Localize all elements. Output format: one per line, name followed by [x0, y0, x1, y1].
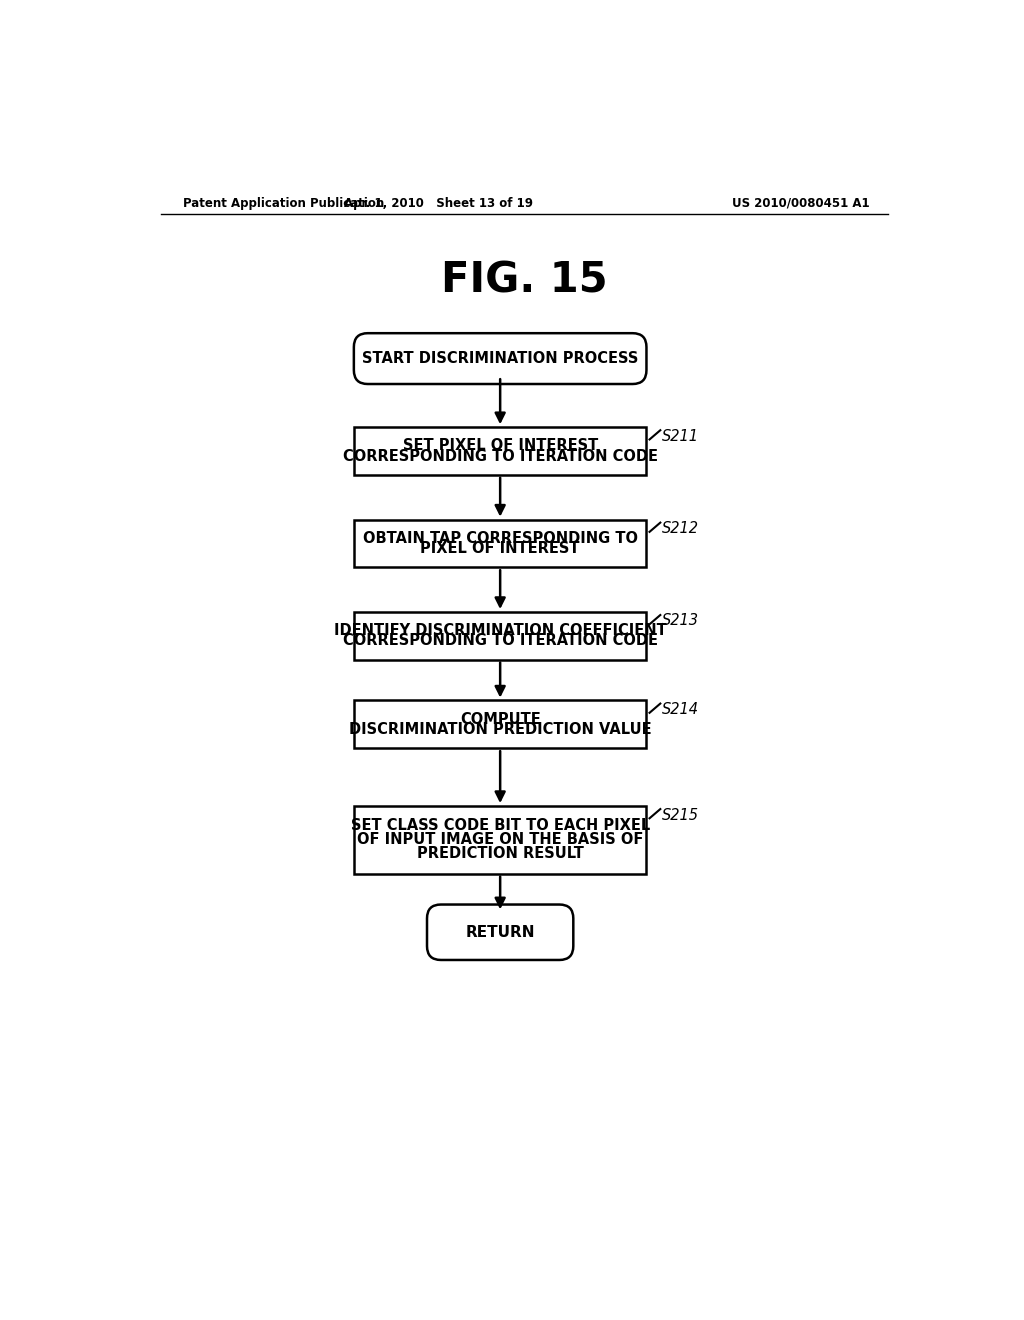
- Text: IDENTIFY DISCRIMINATION COEFFICIENT: IDENTIFY DISCRIMINATION COEFFICIENT: [334, 623, 667, 639]
- FancyBboxPatch shape: [354, 333, 646, 384]
- Text: OF INPUT IMAGE ON THE BASIS OF: OF INPUT IMAGE ON THE BASIS OF: [357, 833, 643, 847]
- Text: US 2010/0080451 A1: US 2010/0080451 A1: [732, 197, 869, 210]
- Text: SET PIXEL OF INTEREST: SET PIXEL OF INTEREST: [402, 438, 598, 454]
- Bar: [354, 428, 646, 475]
- Text: RETURN: RETURN: [466, 925, 535, 940]
- Text: SET CLASS CODE BIT TO EACH PIXEL: SET CLASS CODE BIT TO EACH PIXEL: [350, 818, 650, 833]
- Text: S215: S215: [662, 808, 698, 822]
- Text: S213: S213: [662, 614, 698, 628]
- Text: OBTAIN TAP CORRESPONDING TO: OBTAIN TAP CORRESPONDING TO: [362, 531, 638, 546]
- Bar: [354, 520, 646, 568]
- FancyBboxPatch shape: [427, 904, 573, 960]
- Text: S212: S212: [662, 521, 698, 536]
- Text: S214: S214: [662, 702, 698, 717]
- Text: Patent Application Publication: Patent Application Publication: [183, 197, 384, 210]
- Text: DISCRIMINATION PREDICTION VALUE: DISCRIMINATION PREDICTION VALUE: [349, 722, 651, 737]
- Bar: [354, 701, 646, 748]
- Text: PIXEL OF INTEREST: PIXEL OF INTEREST: [421, 541, 580, 556]
- Bar: [354, 612, 646, 660]
- Text: S211: S211: [662, 429, 698, 444]
- Text: START DISCRIMINATION PROCESS: START DISCRIMINATION PROCESS: [361, 351, 638, 366]
- Text: CORRESPONDING TO ITERATION CODE: CORRESPONDING TO ITERATION CODE: [343, 449, 657, 463]
- Text: FIG. 15: FIG. 15: [441, 259, 608, 301]
- Text: PREDICTION RESULT: PREDICTION RESULT: [417, 846, 584, 861]
- Bar: [354, 807, 646, 874]
- Text: Apr. 1, 2010   Sheet 13 of 19: Apr. 1, 2010 Sheet 13 of 19: [344, 197, 534, 210]
- Text: CORRESPONDING TO ITERATION CODE: CORRESPONDING TO ITERATION CODE: [343, 634, 657, 648]
- Text: COMPUTE: COMPUTE: [460, 711, 541, 727]
